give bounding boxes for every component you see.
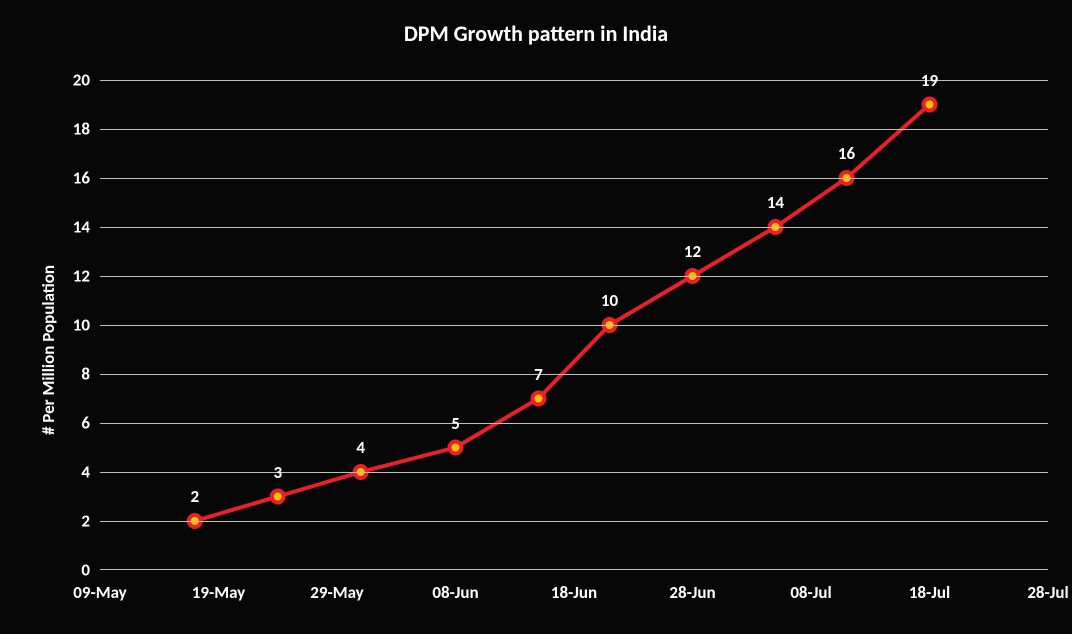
x-tick-label: 08-Jul <box>790 582 831 603</box>
data-label: 4 <box>356 437 365 458</box>
gridline <box>100 325 1048 326</box>
x-tick-label: 09-May <box>73 582 126 603</box>
gridline <box>100 276 1048 277</box>
data-label: 14 <box>767 192 784 213</box>
y-tick-label: 10 <box>73 315 90 336</box>
gridline <box>100 374 1048 375</box>
y-tick-label: 14 <box>73 217 90 238</box>
data-label: 7 <box>534 364 543 385</box>
data-marker-inner <box>274 493 282 501</box>
data-label: 16 <box>838 143 855 164</box>
gridline <box>100 472 1048 473</box>
x-tick-label: 08-Jun <box>432 582 478 603</box>
x-tick-label: 18-Jun <box>551 582 597 603</box>
gridline <box>100 227 1048 228</box>
x-tick-label: 28-Jul <box>1027 582 1068 603</box>
data-marker-inner <box>452 444 460 452</box>
y-tick-label: 20 <box>73 70 90 91</box>
chart-title: DPM Growth pattern in India <box>0 20 1072 47</box>
x-tick-label: 28-Jun <box>669 582 715 603</box>
y-tick-label: 4 <box>81 462 90 483</box>
x-tick-label: 19-May <box>192 582 245 603</box>
y-tick-label: 0 <box>81 560 90 581</box>
data-label: 5 <box>451 413 460 434</box>
gridline <box>100 129 1048 130</box>
gridline <box>100 80 1048 81</box>
data-marker-inner <box>926 101 934 109</box>
gridline <box>100 423 1048 424</box>
x-tick-label: 29-May <box>310 582 363 603</box>
y-tick-label: 18 <box>73 119 90 140</box>
x-axis-baseline <box>100 569 1048 570</box>
series-line <box>195 105 930 522</box>
data-label: 3 <box>273 462 282 483</box>
plot-area: 0246810121416182009-May19-May29-May08-Ju… <box>100 80 1048 570</box>
y-tick-label: 6 <box>81 413 90 434</box>
data-label: 12 <box>684 241 701 262</box>
data-marker-inner <box>534 395 542 403</box>
x-tick-label: 18-Jul <box>909 582 950 603</box>
y-tick-label: 16 <box>73 168 90 189</box>
data-label: 19 <box>921 70 938 91</box>
y-tick-label: 12 <box>73 266 90 287</box>
y-tick-label: 2 <box>81 511 90 532</box>
y-axis-label: # Per Million Population <box>38 265 59 435</box>
y-tick-label: 8 <box>81 364 90 385</box>
data-label: 10 <box>601 290 618 311</box>
chart-container: DPM Growth pattern in India # Per Millio… <box>0 0 1072 634</box>
gridline <box>100 521 1048 522</box>
gridline <box>100 178 1048 179</box>
data-label: 2 <box>190 486 199 507</box>
